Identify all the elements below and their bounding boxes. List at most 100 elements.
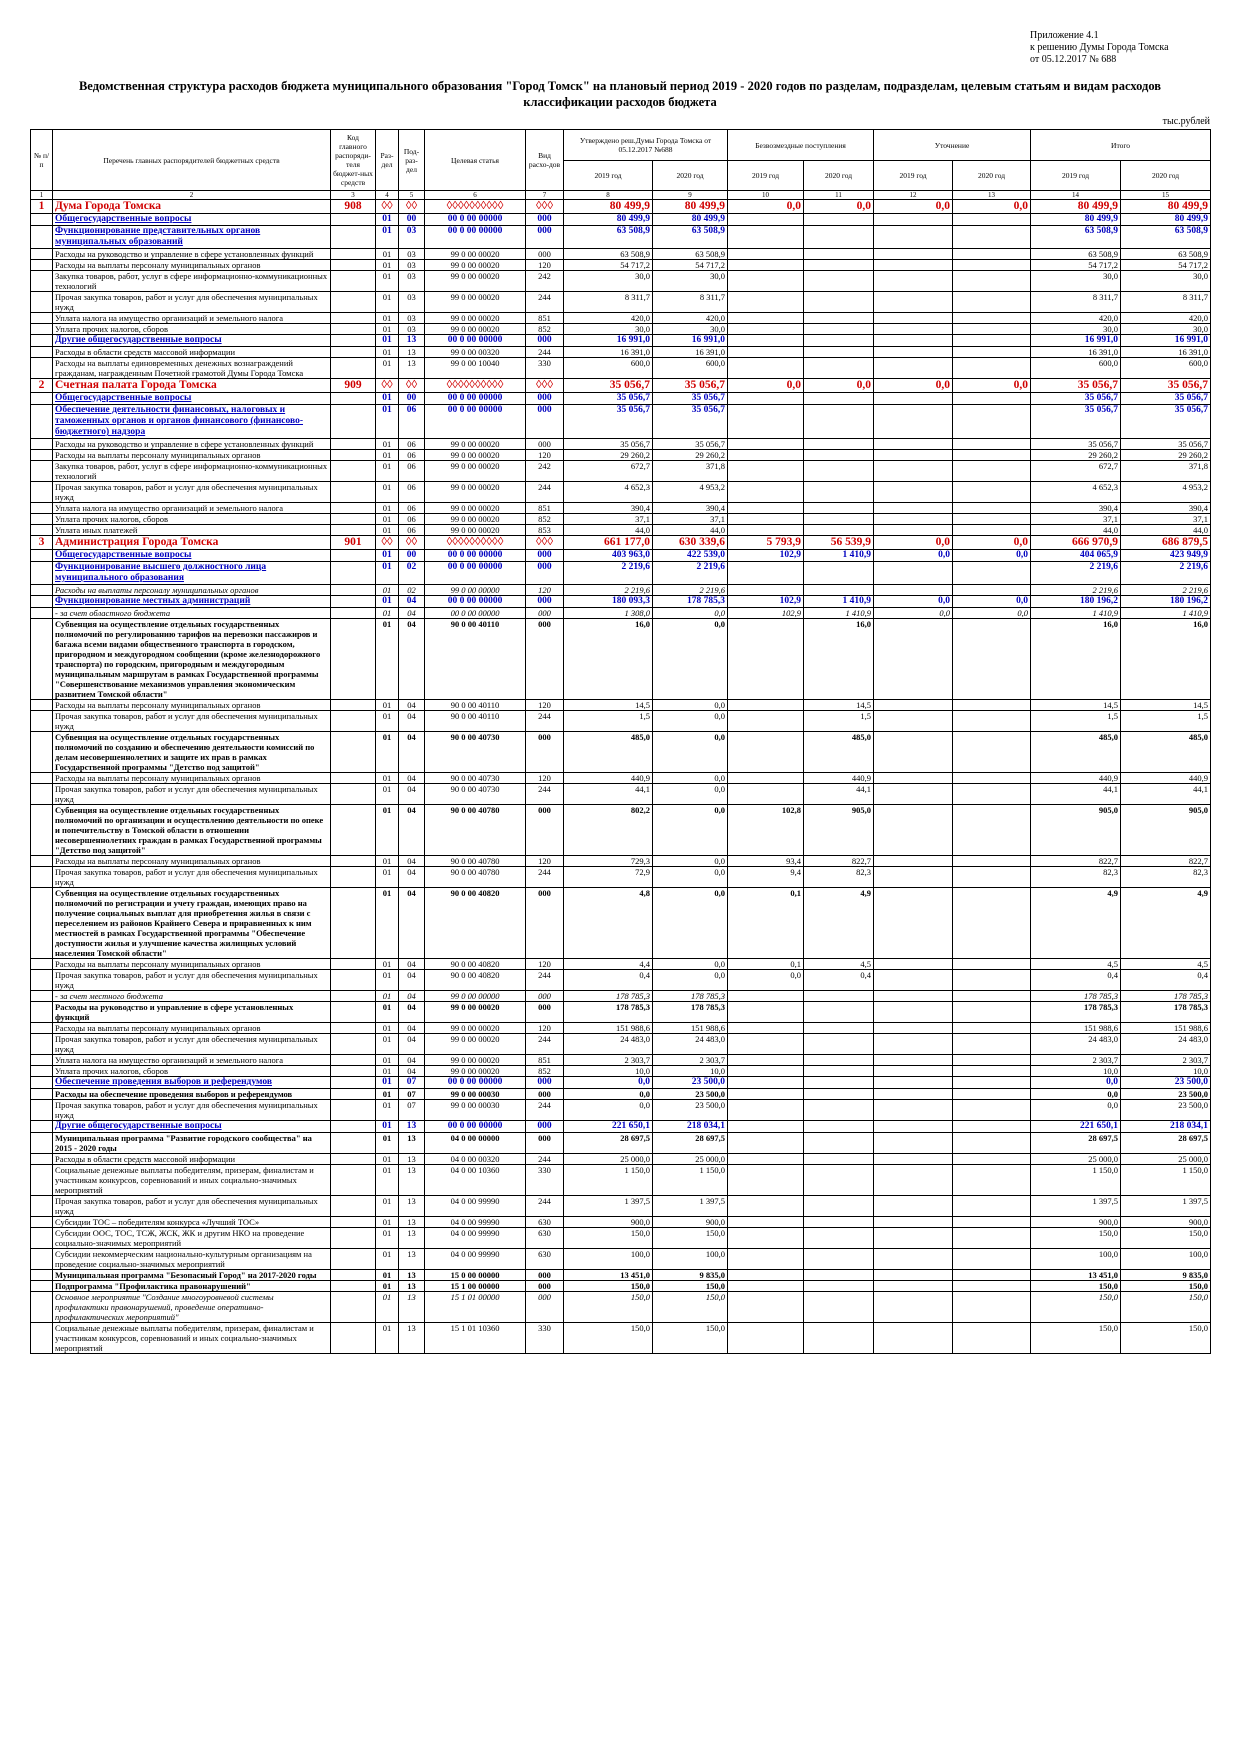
table-row: Муниципальная программа "Безопасный Горо… [30,1269,1212,1281]
amount-cell: 2 219,6 [1120,584,1212,596]
amount-cell [727,438,805,450]
amount-cell [803,1001,875,1023]
code-cell: 04 [398,699,425,711]
amount-cell [873,449,954,461]
code-cell: 01 [375,595,399,608]
amount-cell: 102,9 [727,607,805,619]
amount-cell: 485,0 [1120,731,1212,773]
amount-cell [873,392,954,405]
code-cell: 908 [330,199,376,214]
code-cell: 000 [525,1280,564,1292]
code-cell [330,1195,376,1217]
amount-cell [727,1022,805,1034]
table-row: Расходы на выплаты персоналу муниципальн… [30,772,1212,784]
code-cell: 03 [398,248,425,260]
amount-cell: 1 150,0 [563,1164,653,1196]
amount-cell [952,804,1032,856]
code-cell [330,1001,376,1023]
code-cell [330,1269,376,1281]
amount-cell: 0,0 [651,958,729,970]
amount-cell: 2 219,6 [1030,584,1122,596]
code-cell: 03 [398,259,425,271]
code-cell [330,958,376,970]
amount-cell: 29 260,2 [563,449,653,461]
code-cell [330,618,376,700]
amount-cell: 37,1 [1120,513,1212,525]
code-cell: 1 [30,199,53,214]
code-cell: 244 [525,1099,564,1121]
code-cell: 000 [525,549,564,562]
amount-cell: 440,9 [563,772,653,784]
code-cell: 120 [525,259,564,271]
code-cell: 04 [398,710,425,732]
amount-cell [873,969,954,991]
code-cell: 00 0 00 00000 [424,561,526,585]
item-name: Функционирование местных администраций [52,595,331,608]
amount-cell [727,731,805,773]
amount-cell: 0,0 [651,804,729,856]
amount-cell [952,270,1032,292]
amount-cell: 150,0 [651,1280,729,1292]
code-cell: 03 [398,225,425,249]
amount-cell: 56 539,9 [803,535,875,550]
amount-cell: 0,0 [563,1099,653,1121]
table-row: Расходы на выплаты персоналу муниципальн… [30,259,1212,271]
item-name: Расходы на выплаты персоналу муниципальн… [52,1022,331,1034]
item-name: Другие общегосударственные вопросы [52,1120,331,1133]
year-cell: 2020 год [803,160,875,191]
code-cell: 244 [525,710,564,732]
amount-cell [803,1054,875,1066]
amount-cell: 100,0 [651,1248,729,1270]
amount-cell [727,990,805,1002]
code-cell: 000 [525,887,564,959]
code-cell: 99 0 00 00030 [424,1099,526,1121]
amount-cell [803,404,875,439]
code-cell: ◊◊◊ [525,535,564,550]
item-name: Расходы на выплаты единовременных денежн… [52,357,331,379]
amount-cell: 178 785,3 [651,595,729,608]
amount-cell [873,1153,954,1165]
code-cell: 04 [398,731,425,773]
amount-cell [952,783,1032,805]
amount-cell: 4 953,2 [1120,481,1212,503]
code-cell: 04 0 00 00000 [424,1132,526,1154]
amount-cell: 30,0 [1030,270,1122,292]
column-number: 9 [651,190,729,200]
code-cell [330,783,376,805]
head-row: 2019 год 2020 год 2019 год 2020 год 2019 год… [31,160,1212,191]
amount-cell [873,404,954,439]
code-cell: 01 [375,1033,399,1055]
table-row: Расходы в области средств массовой инфор… [30,1153,1212,1165]
amount-cell: 4 652,3 [563,481,653,503]
amount-cell: 13 451,0 [1030,1269,1122,1281]
amount-cell: 35 056,7 [563,438,653,450]
code-cell: 852 [525,513,564,525]
code-cell: 15 1 01 10360 [424,1322,526,1354]
amount-cell [727,1099,805,1121]
code-cell [330,1033,376,1055]
code-cell: 06 [398,481,425,503]
amount-cell: 23 500,0 [1120,1099,1212,1121]
table-row: 2 Счетная палата Города Томска 909 ◊◊ ◊◊ ◊◊◊◊… [30,378,1212,393]
code-cell [330,481,376,503]
amount-cell: 403 963,0 [563,549,653,562]
code-cell [330,312,376,324]
amount-cell: 151 988,6 [651,1022,729,1034]
code-cell: 630 [525,1248,564,1270]
amount-cell: 102,8 [727,804,805,856]
amount-cell: 178 785,3 [563,1001,653,1023]
amount-cell [952,1227,1032,1249]
code-cell: ◊◊ [375,535,399,550]
amount-cell: 0,0 [803,199,875,214]
amount-cell: 2 303,7 [563,1054,653,1066]
code-cell: 04 [398,958,425,970]
amount-cell: 0,0 [727,969,805,991]
amount-cell [952,1322,1032,1354]
code-cell: 01 [375,323,399,335]
code-cell [30,699,53,711]
code-cell [30,438,53,450]
code-cell [330,561,376,585]
amount-cell: 905,0 [1120,804,1212,856]
code-cell: 01 [375,1195,399,1217]
column-number: 2 [52,190,331,200]
